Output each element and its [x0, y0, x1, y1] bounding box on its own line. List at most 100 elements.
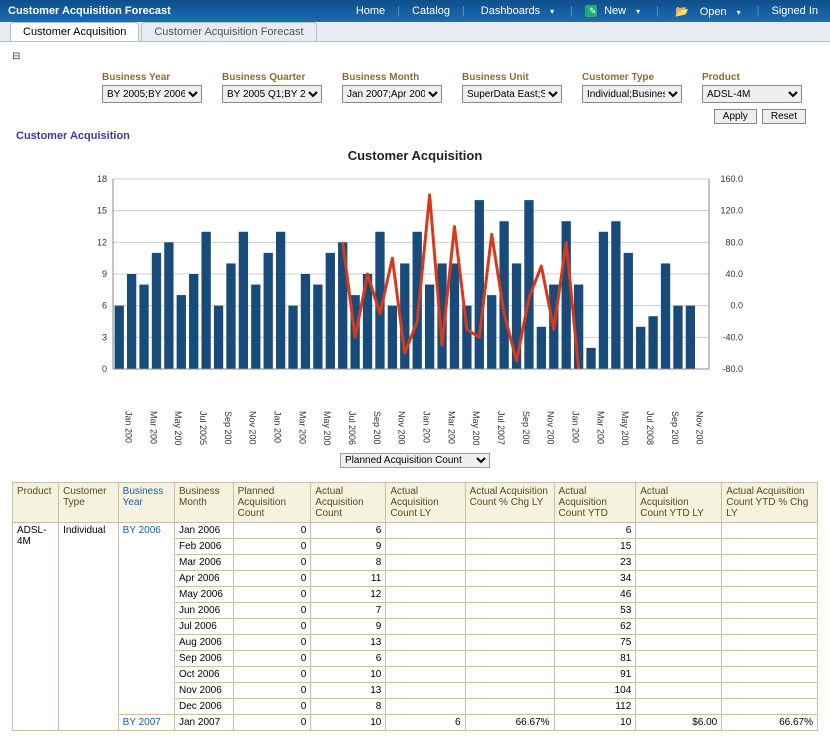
- table-cell: [386, 651, 465, 667]
- table-cell: [386, 619, 465, 635]
- table-cell: 6: [386, 715, 465, 731]
- filter-label: Product: [702, 72, 802, 83]
- filter-business-quarter: Business Quarter BY 2005 Q1;BY 20: [222, 72, 322, 103]
- table-cell: 0: [233, 699, 311, 715]
- table-cell: [386, 667, 465, 683]
- table-cell: 7: [311, 603, 386, 619]
- svg-text:Jan 200: Jan 200: [272, 411, 282, 443]
- chevron-down-icon: ▾: [733, 8, 745, 17]
- table-cell: [636, 699, 722, 715]
- svg-text:Mar 200: Mar 200: [148, 411, 158, 444]
- table-cell: [722, 539, 818, 555]
- filter-business-unit: Business Unit SuperData East;Sup: [462, 72, 562, 103]
- svg-text:Jan 200: Jan 200: [421, 411, 431, 443]
- nav-open[interactable]: 📂 Open▾: [667, 5, 749, 18]
- svg-text:12: 12: [97, 237, 107, 247]
- data-table: ProductCustomer TypeBusiness YearBusines…: [12, 482, 818, 731]
- table-cell: [465, 555, 554, 571]
- table-cell: [722, 651, 818, 667]
- filter-row: Business Year BY 2005;BY 2006;B Business…: [102, 72, 818, 103]
- filter-select-business-quarter[interactable]: BY 2005 Q1;BY 20: [222, 85, 322, 103]
- table-cell: [465, 587, 554, 603]
- table-col-header: Customer Type: [59, 483, 119, 523]
- svg-text:0: 0: [102, 364, 107, 374]
- table-cell: [386, 539, 465, 555]
- nav-new[interactable]: ✎ New▾: [581, 5, 648, 17]
- svg-text:Sep 200: Sep 200: [670, 411, 680, 445]
- svg-text:Jul 2007: Jul 2007: [496, 411, 506, 445]
- table-cell: [386, 571, 465, 587]
- chart-svg: 0369121518-80.0-40.00.040.080.0120.0160.…: [65, 169, 765, 409]
- table-cell: [386, 683, 465, 699]
- filter-business-month: Business Month Jan 2007;Apr 2007;: [342, 72, 442, 103]
- svg-text:Jan 200: Jan 200: [570, 411, 580, 443]
- filter-select-customer-type[interactable]: Individual;Business;: [582, 85, 682, 103]
- table-cell: [722, 683, 818, 699]
- table-cell: [722, 699, 818, 715]
- table-cell: [722, 635, 818, 651]
- svg-text:Sep 200: Sep 200: [223, 411, 233, 445]
- nav-catalog[interactable]: Catalog: [408, 5, 454, 17]
- table-cell: Dec 2006: [175, 699, 234, 715]
- table-cell: [722, 587, 818, 603]
- table-cell: [386, 635, 465, 651]
- collapse-icon[interactable]: ⊟: [12, 51, 20, 62]
- table-cell: [386, 555, 465, 571]
- table-cell: 46: [554, 587, 636, 603]
- filter-label: Business Unit: [462, 72, 562, 83]
- table-cell: 9: [311, 539, 386, 555]
- filter-select-business-unit[interactable]: SuperData East;Sup: [462, 85, 562, 103]
- table-cell: 15: [554, 539, 636, 555]
- filter-select-business-year[interactable]: BY 2005;BY 2006;B: [102, 85, 202, 103]
- svg-text:3: 3: [102, 332, 107, 342]
- table-cell: [386, 523, 465, 539]
- filter-customer-type: Customer Type Individual;Business;: [582, 72, 682, 103]
- cell-business-year[interactable]: BY 2007: [118, 715, 174, 731]
- table-cell: 0: [233, 635, 311, 651]
- filter-select-business-month[interactable]: Jan 2007;Apr 2007;: [342, 85, 442, 103]
- table-cell: [465, 667, 554, 683]
- chart-legend-selector-wrap: Planned Acquisition Count: [12, 453, 818, 468]
- svg-text:Jul 2006: Jul 2006: [347, 411, 357, 445]
- filter-buttons: Apply Reset: [12, 109, 818, 124]
- svg-text:9: 9: [102, 269, 107, 279]
- tab-customer-acquisition-forecast[interactable]: Customer Acquisition Forecast: [141, 22, 316, 41]
- table-cell: Jan 2007: [175, 715, 234, 731]
- tab-customer-acquisition[interactable]: Customer Acquisition: [10, 22, 139, 41]
- table-cell: [465, 651, 554, 667]
- table-cell: Nov 2006: [175, 683, 234, 699]
- table-cell: 0: [233, 715, 311, 731]
- table-cell: [465, 635, 554, 651]
- table-cell: [722, 571, 818, 587]
- table-cell: 91: [554, 667, 636, 683]
- filter-product: Product ADSL-4M: [702, 72, 802, 103]
- svg-text:80.0: 80.0: [725, 237, 743, 247]
- nav-dashboards[interactable]: Dashboards▾: [473, 5, 562, 17]
- new-icon: ✎: [585, 5, 597, 17]
- apply-button[interactable]: Apply: [714, 109, 757, 124]
- svg-text:Nov 200: Nov 200: [397, 411, 407, 445]
- table-col-header: Business Month: [175, 483, 234, 523]
- svg-text:Sep 200: Sep 200: [521, 411, 531, 445]
- svg-text:Sep 200: Sep 200: [372, 411, 382, 445]
- cell-product: ADSL-4M: [13, 523, 59, 731]
- cell-business-year[interactable]: BY 2006: [118, 523, 174, 715]
- reset-button[interactable]: Reset: [762, 109, 806, 124]
- nav-signedin[interactable]: Signed In: [768, 5, 822, 17]
- filter-select-product[interactable]: ADSL-4M: [702, 85, 802, 103]
- table-cell: Mar 2006: [175, 555, 234, 571]
- table-cell: 104: [554, 683, 636, 699]
- table-cell: Oct 2006: [175, 667, 234, 683]
- table-cell: 66.67%: [465, 715, 554, 731]
- chart-legend-selector[interactable]: Planned Acquisition Count: [340, 453, 490, 468]
- tab-bar: Customer Acquisition Customer Acquisitio…: [0, 22, 830, 42]
- table-cell: [636, 587, 722, 603]
- table-cell: $6.00: [636, 715, 722, 731]
- table-cell: [722, 603, 818, 619]
- svg-text:May 200: May 200: [620, 411, 630, 446]
- svg-text:15: 15: [97, 206, 107, 216]
- table-row: ADSL-4MIndividualBY 2006Jan 2006066: [13, 523, 818, 539]
- svg-text:Jan 200: Jan 200: [123, 411, 133, 443]
- table-cell: [636, 555, 722, 571]
- nav-home[interactable]: Home: [352, 5, 389, 17]
